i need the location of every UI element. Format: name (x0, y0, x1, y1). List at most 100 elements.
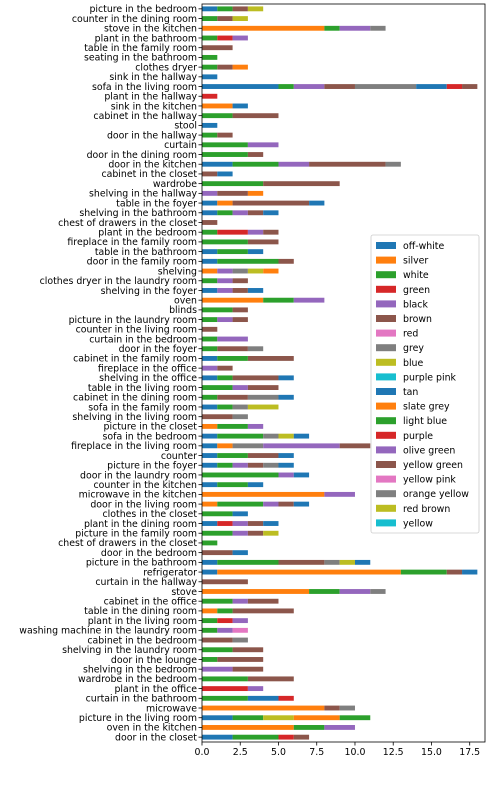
bar-segment (324, 705, 340, 711)
bar-segment (217, 336, 248, 342)
legend-label: purple (403, 431, 433, 442)
bar-segment (232, 550, 248, 556)
bar-segment (202, 647, 233, 653)
category-label: shelving (158, 266, 197, 277)
bar-segment (217, 453, 248, 458)
bar-segment (263, 297, 294, 303)
x-tick-label: 5.0 (271, 747, 286, 758)
x-tick-label: 7.5 (309, 747, 324, 758)
bar-segment (232, 268, 248, 274)
legend: off-white silver white green black brown red gr… (370, 234, 480, 534)
bar-segment (247, 249, 264, 255)
category-label: shelving in the office (99, 373, 197, 384)
bar-segment (202, 734, 233, 740)
category-label: chest of drawers in the closet (58, 538, 197, 549)
bar-segment (324, 84, 355, 89)
bar-segment (263, 443, 340, 449)
category-label: door in the closet (115, 732, 197, 743)
bar-segment (202, 433, 218, 439)
category-label: door in the living room (90, 499, 197, 510)
bar-segment (202, 258, 218, 264)
bar-segment (202, 161, 233, 167)
bar-segment (278, 394, 294, 400)
x-tick-label: 2.5 (233, 747, 248, 758)
bar-segment (263, 229, 279, 235)
bar-segment (202, 229, 218, 235)
bar-segment (247, 6, 264, 12)
bar-segment (202, 152, 248, 157)
legend-label: light blue (403, 416, 447, 427)
category-label: door in the bedroom (101, 548, 197, 559)
category-label: picture in the bathroom (86, 558, 197, 569)
bar-segment (263, 268, 279, 274)
legend-label: green (403, 285, 430, 296)
bar-segment (247, 404, 279, 410)
bar-segment (202, 326, 218, 332)
bar-segment (232, 618, 248, 624)
category-label: plant in the bathroom (95, 33, 197, 44)
bar-segment (202, 404, 218, 410)
bar-segment (263, 501, 279, 507)
bar-segment (232, 530, 248, 536)
bar-segment (202, 385, 233, 390)
legend-swatch (376, 446, 396, 454)
bar-segment (293, 472, 310, 478)
bar-segment (217, 365, 233, 371)
bar-segment (247, 695, 279, 701)
category-label: picture in the living room (79, 713, 197, 724)
bar-segment (217, 132, 233, 138)
bar-segment (217, 501, 264, 507)
bar-segment (202, 482, 218, 488)
bar-segment (278, 375, 294, 381)
category-label: stool (174, 121, 197, 132)
bar-segment (263, 521, 279, 526)
bar-segment (232, 637, 248, 643)
category-label: microwave (146, 703, 197, 714)
category-label: table in the foyer (116, 198, 197, 209)
bar-segment (217, 618, 233, 624)
bar-segment (263, 715, 294, 721)
category-label: picture in the family room (75, 529, 197, 540)
bar-segment (202, 307, 233, 313)
category-label: clothes dryer (135, 62, 197, 73)
bar-segment (263, 210, 279, 216)
legend-label: brown (403, 314, 432, 325)
bar-segment (202, 666, 233, 672)
category-label: fireplace in the living room (71, 441, 197, 452)
bar-segment (247, 346, 264, 352)
category-label: curtain in the hallway (95, 577, 197, 588)
bar-segment (202, 45, 233, 51)
bar-segment (202, 627, 218, 633)
bar-segment (278, 559, 325, 565)
legend-label: slate grey (403, 402, 450, 413)
bar-segment (202, 93, 218, 99)
category-label: plant in the office (114, 684, 197, 695)
category-label: sink in the hallway (109, 72, 197, 83)
bar-segment (202, 181, 264, 187)
bar-segment (232, 647, 264, 653)
bar-segment (202, 142, 248, 148)
bar-segment (232, 278, 248, 284)
bar-segment (232, 608, 294, 614)
legend-swatch (376, 271, 396, 279)
bar-segment (339, 559, 355, 565)
legend-swatch (376, 329, 396, 337)
bar-segment (309, 200, 325, 206)
bar-segment (263, 181, 340, 187)
bar-segment (202, 171, 218, 177)
category-label: table in the living room (88, 383, 197, 394)
legend-label: orange yellow (403, 489, 469, 500)
bar-segment (202, 190, 218, 196)
bar-segment (202, 25, 325, 31)
bar-segment (202, 501, 218, 507)
category-label: microwave in the kitchen (79, 490, 197, 501)
category-label: curtain in the bathroom (86, 694, 197, 705)
legend-swatch (376, 358, 396, 366)
bar-segment (202, 491, 325, 497)
bar-segment (232, 414, 248, 420)
category-label: door in the family room (87, 257, 197, 268)
bar-segment (217, 317, 233, 323)
x-tick-label: 12.5 (383, 747, 404, 758)
bar-segment (247, 676, 294, 682)
